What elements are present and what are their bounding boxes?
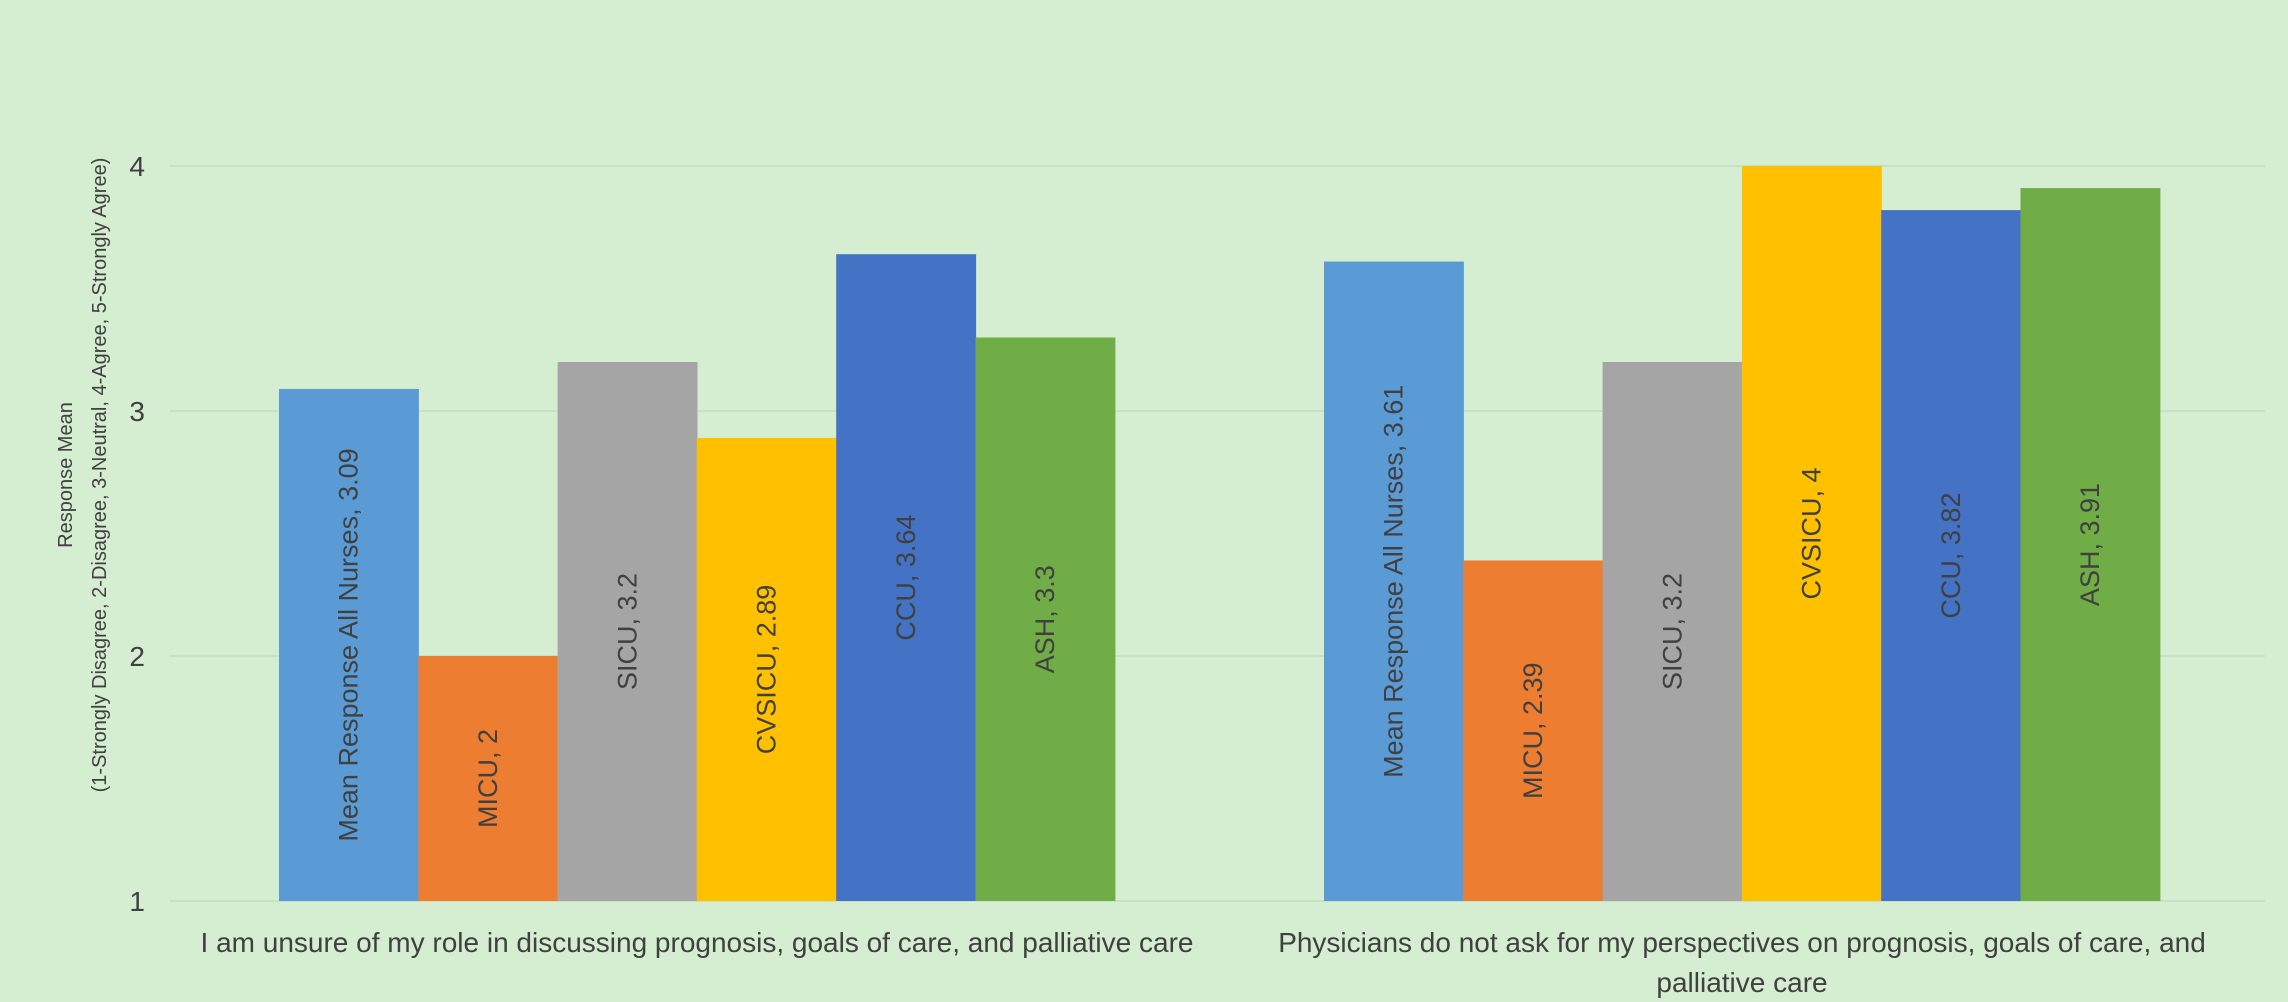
x-category-label: palliative care — [1656, 967, 1827, 998]
y-tick-label: 2 — [129, 641, 145, 672]
y-axis-title-line: (1-Strongly Disagree, 2-Disagree, 3-Neut… — [89, 158, 111, 793]
x-category-label: I am unsure of my role in discussing pro… — [201, 927, 1194, 958]
data-label: CVSICU, 4 — [1797, 467, 1827, 599]
bar — [557, 362, 698, 901]
data-label: Mean Response All Nurses, 3.61 — [1379, 385, 1409, 778]
bar — [1602, 362, 1743, 901]
bar — [696, 437, 837, 901]
bar — [2020, 188, 2161, 902]
y-axis-title: Response Mean (1-Strongly Disagree, 2-Dis… — [55, 158, 111, 793]
x-category-label: Physicians do not ask for my perspective… — [1278, 927, 2206, 958]
y-axis-title-line: Response Mean — [55, 402, 77, 548]
bar — [1324, 261, 1464, 901]
bar — [975, 337, 1116, 901]
bar — [1463, 560, 1604, 901]
data-label: ASH, 3.91 — [2075, 483, 2105, 606]
data-label: Mean Response All Nurses, 3.09 — [334, 448, 364, 841]
data-label: ASH, 3.3 — [1030, 565, 1060, 673]
x-category-labels: I am unsure of my role in discussing pro… — [201, 927, 2206, 998]
data-label: MICU, 2 — [473, 729, 503, 828]
bar — [279, 388, 419, 901]
bar — [1881, 210, 2022, 902]
data-label: CVSICU, 2.89 — [752, 585, 782, 755]
bar — [836, 254, 977, 901]
data-label: SICU, 3.2 — [1657, 573, 1687, 690]
bar — [418, 656, 559, 901]
y-tick-label: 3 — [129, 396, 145, 427]
data-label: MICU, 2.39 — [1518, 662, 1548, 799]
data-label: SICU, 3.2 — [612, 573, 642, 690]
data-label: CCU, 3.82 — [1936, 493, 1966, 619]
y-tick-labels: 1 2 3 4 — [129, 151, 145, 917]
bars — [279, 166, 2161, 902]
y-tick-label: 4 — [129, 151, 145, 182]
data-labels: Mean Response All Nurses, 3.09 Mean Respo… — [334, 385, 2105, 842]
bar — [1741, 166, 1882, 901]
y-tick-label: 1 — [129, 886, 145, 917]
data-label: CCU, 3.64 — [891, 515, 921, 641]
